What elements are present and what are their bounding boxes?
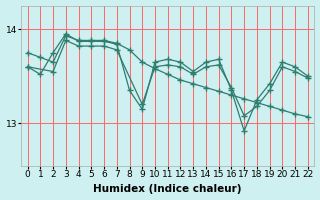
X-axis label: Humidex (Indice chaleur): Humidex (Indice chaleur) [93,184,242,194]
